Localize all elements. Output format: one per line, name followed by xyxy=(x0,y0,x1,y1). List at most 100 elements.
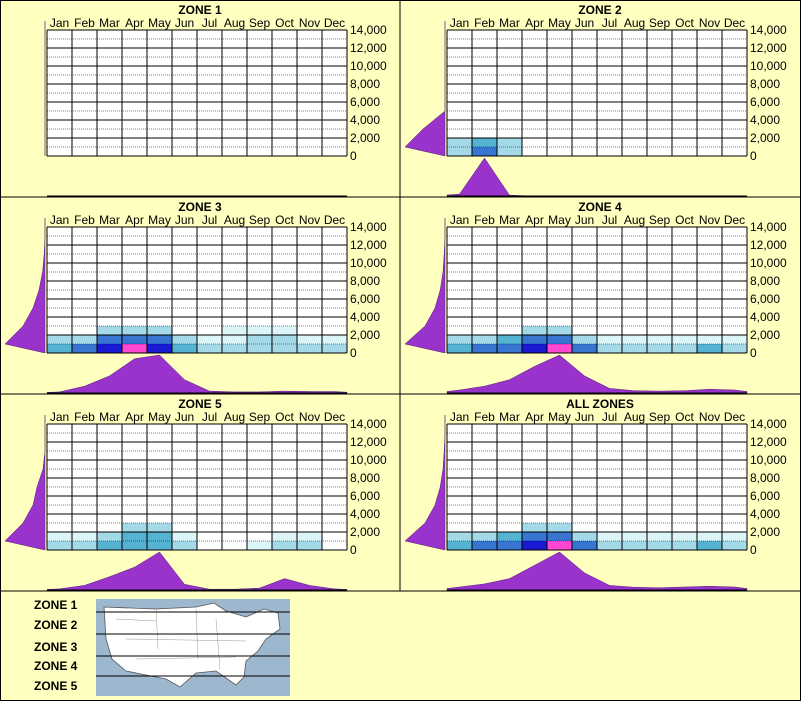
month-tick-label: Dec xyxy=(724,213,745,227)
month-tick-label: Jun xyxy=(575,16,594,30)
panel-title: ZONE 5 xyxy=(178,397,222,411)
heatmap-cell xyxy=(172,532,197,541)
month-tick-label: Jul xyxy=(602,16,617,30)
heatmap-cell xyxy=(522,532,547,541)
y-tick-label: 0 xyxy=(350,346,357,360)
seasonal-profile xyxy=(446,354,748,394)
heatmap-cell xyxy=(697,532,722,541)
month-tick-label: Aug xyxy=(224,213,245,227)
month-tick-label: May xyxy=(548,16,571,30)
zone-panel: ZONE 3 Jan Feb Mar Apr May Jun Jul Aug Sep Oct Nov D… xyxy=(4,200,387,394)
month-tick-label: Oct xyxy=(275,410,294,424)
heatmap-cell xyxy=(472,335,497,344)
zone-map xyxy=(96,599,290,696)
month-tick-label: Jun xyxy=(575,410,594,424)
y-tick-label: 4,000 xyxy=(350,310,380,324)
month-tick-label: Nov xyxy=(699,16,720,30)
heatmap-cell xyxy=(272,541,297,550)
y-tick-label: 4,000 xyxy=(750,507,780,521)
y-tick-label: 8,000 xyxy=(350,77,380,91)
heatmap-cell xyxy=(522,541,547,550)
heatmap-cell xyxy=(172,335,197,344)
elevation-profile xyxy=(4,218,46,354)
month-tick-label: Feb xyxy=(474,16,495,30)
heatmap-cell xyxy=(47,344,72,353)
heatmap-cell xyxy=(697,335,722,344)
heatmap-cell xyxy=(147,335,172,344)
y-tick-label: 6,000 xyxy=(750,489,780,503)
month-tick-label: Apr xyxy=(525,16,544,30)
y-tick-label: 0 xyxy=(750,346,757,360)
y-tick-label: 14,000 xyxy=(350,220,387,234)
month-tick-label: Feb xyxy=(474,410,495,424)
heatmap-cell xyxy=(722,532,747,541)
heatmap-cell xyxy=(122,344,147,353)
heatmap-cell xyxy=(297,532,322,541)
heatmap-cell xyxy=(97,541,122,550)
heatmap-cell xyxy=(447,532,472,541)
month-tick-label: May xyxy=(148,16,171,30)
y-tick-label: 2,000 xyxy=(350,328,380,342)
heatmap-cell xyxy=(447,147,472,156)
heatmap-cell xyxy=(122,523,147,532)
y-tick-label: 6,000 xyxy=(350,292,380,306)
month-tick-label: Mar xyxy=(499,16,520,30)
heatmap-cell xyxy=(472,344,497,353)
heatmap-cell xyxy=(572,532,597,541)
y-tick-label: 12,000 xyxy=(350,435,387,449)
y-tick-label: 14,000 xyxy=(350,23,387,37)
heatmap-cell xyxy=(597,344,622,353)
y-tick-label: 4,000 xyxy=(350,507,380,521)
month-tick-label: Feb xyxy=(74,16,95,30)
heatmap-cell xyxy=(522,344,547,353)
heatmap-cell xyxy=(497,335,522,344)
month-tick-label: Jun xyxy=(575,213,594,227)
month-tick-label: Oct xyxy=(675,16,694,30)
month-tick-label: Mar xyxy=(99,410,120,424)
heatmap-cell xyxy=(597,541,622,550)
legend-zone-2: ZONE 2 xyxy=(34,618,78,632)
y-tick-label: 2,000 xyxy=(750,131,780,145)
y-tick-label: 6,000 xyxy=(350,95,380,109)
month-tick-label: Mar xyxy=(499,213,520,227)
month-tick-label: Feb xyxy=(74,213,95,227)
y-tick-label: 2,000 xyxy=(350,525,380,539)
month-tick-label: Dec xyxy=(724,410,745,424)
y-tick-label: 10,000 xyxy=(750,453,787,467)
elevation-profile xyxy=(404,415,446,551)
heatmap-cell xyxy=(247,326,272,335)
month-tick-label: Mar xyxy=(99,213,120,227)
month-tick-label: May xyxy=(548,213,571,227)
heatmap-cell xyxy=(72,532,97,541)
heatmap-cell xyxy=(297,541,322,550)
heatmap-cell xyxy=(297,344,322,353)
month-tick-label: Jul xyxy=(602,410,617,424)
month-tick-label: Jul xyxy=(202,410,217,424)
heatmap-cell xyxy=(322,344,347,353)
month-tick-label: Apr xyxy=(125,410,144,424)
month-tick-label: Apr xyxy=(525,213,544,227)
panel-title: ZONE 4 xyxy=(578,200,622,214)
heatmap-cell xyxy=(47,335,72,344)
heatmap-cell xyxy=(522,335,547,344)
heatmap-cell xyxy=(47,532,72,541)
month-tick-label: Oct xyxy=(275,16,294,30)
heatmap-cell xyxy=(722,541,747,550)
month-tick-label: Jan xyxy=(50,16,69,30)
month-tick-label: Jan xyxy=(450,16,469,30)
heatmap-cell xyxy=(497,532,522,541)
heatmap-cell xyxy=(547,532,572,541)
heatmap-cell xyxy=(197,344,222,353)
y-tick-label: 10,000 xyxy=(350,59,387,73)
heatmap-cell xyxy=(272,326,297,335)
month-tick-label: Jun xyxy=(175,213,194,227)
heatmap-cell xyxy=(172,344,197,353)
month-tick-label: Apr xyxy=(125,213,144,227)
legend-zone-4: ZONE 4 xyxy=(34,659,78,673)
month-tick-label: May xyxy=(148,410,171,424)
heatmap-cell xyxy=(147,326,172,335)
month-tick-label: Nov xyxy=(699,213,720,227)
month-tick-label: Sep xyxy=(249,16,271,30)
month-tick-label: Jun xyxy=(175,16,194,30)
